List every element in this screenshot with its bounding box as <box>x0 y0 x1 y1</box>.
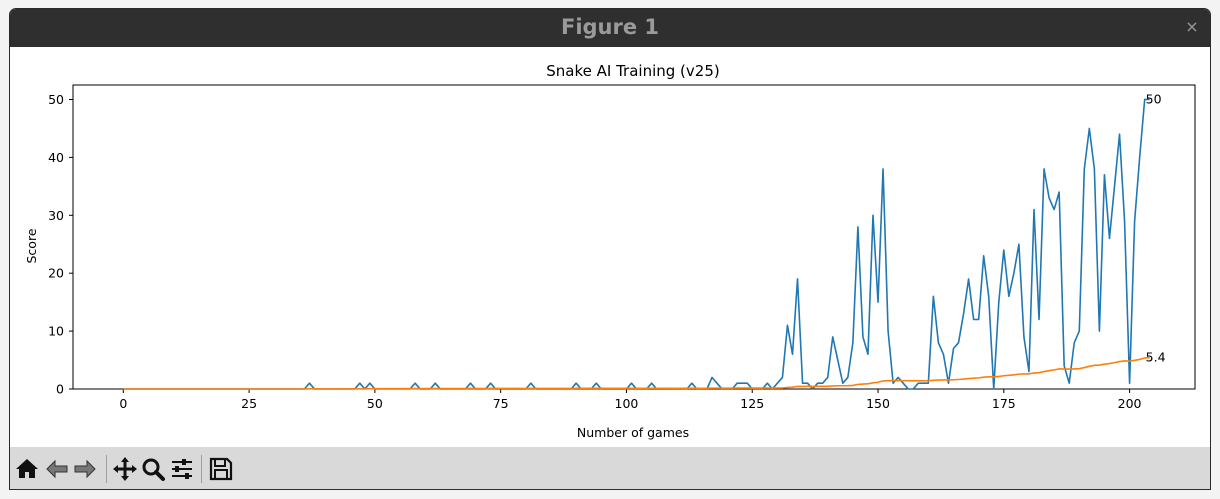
x-tick-label: 125 <box>740 396 764 411</box>
save-button[interactable] <box>208 456 234 482</box>
mean-score-line <box>123 356 1150 390</box>
y-tick-label: 30 <box>48 208 64 223</box>
plot-area: 0 25 50 75 100 125 150 175 200 0 10 20 30 40 50 50 5.4 <box>48 84 1196 411</box>
home-icon <box>16 459 38 478</box>
configure-subplots-button[interactable] <box>169 456 195 482</box>
y-tick-label: 0 <box>56 382 64 397</box>
figure-canvas[interactable]: Snake AI Training (v25) Number of games … <box>10 47 1210 447</box>
last-mean-label: 5.4 <box>1146 350 1166 365</box>
pan-icon <box>113 457 137 481</box>
chart-svg: Snake AI Training (v25) Number of games … <box>24 62 1196 440</box>
y-tick-label: 10 <box>48 324 64 339</box>
y-tick-label: 40 <box>48 150 64 165</box>
x-tick-label: 25 <box>241 396 257 411</box>
back-icon <box>46 459 68 479</box>
x-tick-label: 75 <box>493 396 509 411</box>
save-icon <box>209 457 233 481</box>
forward-button[interactable] <box>72 456 98 482</box>
plot-frame <box>72 84 1196 390</box>
toolbar-separator <box>201 455 202 483</box>
zoom-button[interactable] <box>140 456 166 482</box>
x-axis-label: Number of games <box>577 425 689 440</box>
y-tick-label: 50 <box>48 92 64 107</box>
back-button[interactable] <box>44 456 70 482</box>
y-tick-label: 20 <box>48 266 64 281</box>
close-button[interactable]: × <box>1185 17 1199 36</box>
configure-subplots-icon <box>172 459 192 479</box>
chart-title: Snake AI Training (v25) <box>546 62 719 80</box>
x-tick-label: 175 <box>992 396 1016 411</box>
x-tick-label: 200 <box>1118 396 1142 411</box>
title-bar[interactable]: Figure 1 × <box>10 9 1210 47</box>
window-title: Figure 1 <box>560 15 660 39</box>
last-score-label: 50 <box>1146 91 1162 106</box>
toolbar-separator <box>106 455 107 483</box>
zoom-icon <box>142 458 165 481</box>
pan-button[interactable] <box>112 456 138 482</box>
x-tick-label: 50 <box>367 396 383 411</box>
x-tick-label: 100 <box>615 396 639 411</box>
navigation-toolbar <box>10 447 1210 489</box>
x-tick-label: 0 <box>119 396 127 411</box>
forward-icon <box>74 459 96 479</box>
figure-window: Figure 1 × Snake AI Training (v25) Numbe… <box>9 8 1211 490</box>
y-axis-label: Score <box>24 228 39 263</box>
x-tick-label: 150 <box>866 396 890 411</box>
home-button[interactable] <box>14 456 40 482</box>
